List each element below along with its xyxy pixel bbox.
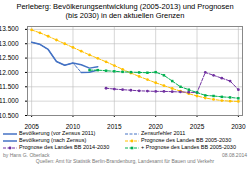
html-text:by Hans G. Oberlack: by Hans G. Oberlack — [3, 152, 50, 158]
svg-text:11.000: 11.000 — [0, 97, 19, 104]
html-text:Prognose des Landes BB 2014-20: Prognose des Landes BB 2014-2030 — [19, 144, 110, 150]
svg-text:2025: 2025 — [190, 123, 205, 129]
svg-text:10.500: 10.500 — [0, 112, 19, 119]
html-text:Prognose des Landes BB 2005-20: Prognose des Landes BB 2005-2030 — [141, 137, 232, 143]
svg-text:11.500: 11.500 — [0, 83, 19, 90]
svg-text:2030: 2030 — [231, 123, 246, 129]
html-text:+ Prognose des Landes BB 2005-: + Prognose des Landes BB 2005-2030 — [141, 144, 236, 150]
html-text:Zensurfehler 2011: Zensurfehler 2011 — [141, 130, 186, 136]
svg-text:2010: 2010 — [66, 123, 81, 129]
html-text:Bevölkerung (vor Zensus 2011): Bevölkerung (vor Zensus 2011) — [19, 130, 96, 136]
svg-text:2005: 2005 — [24, 123, 39, 129]
svg-text:12.500: 12.500 — [0, 54, 19, 61]
svg-text:2020: 2020 — [148, 123, 163, 129]
html-text:Perleberg: Bevölkerungsentwick: Perleberg: Bevölkerungsentwicklung (2005… — [16, 2, 234, 20]
svg-text:12.000: 12.000 — [0, 69, 19, 76]
html-text:Bevölkerung (nach Zensus): Bevölkerung (nach Zensus) — [19, 137, 87, 143]
svg-text:13.000: 13.000 — [0, 40, 19, 47]
html-text:08.08.2014: 08.08.2014 — [222, 152, 247, 158]
html-text:Quellen: Amt für Statistik Ber: Quellen: Amt für Statistik Berlin-Brande… — [35, 158, 215, 164]
svg-text:13.500: 13.500 — [0, 25, 19, 32]
svg-text:2015: 2015 — [107, 123, 122, 129]
